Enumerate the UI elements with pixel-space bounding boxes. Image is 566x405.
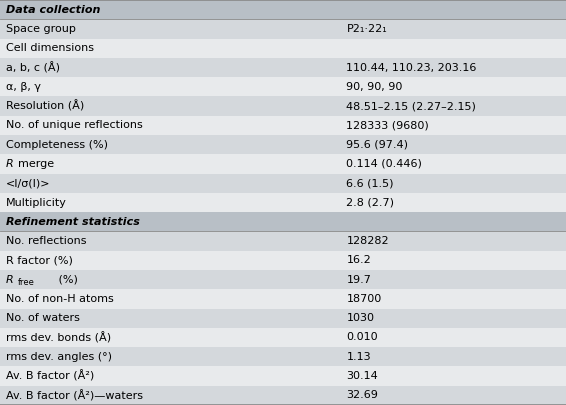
Bar bbox=[0, 212, 566, 231]
Text: 128282: 128282 bbox=[346, 236, 389, 246]
Bar bbox=[0, 116, 566, 135]
Text: rms dev. angles (°): rms dev. angles (°) bbox=[6, 352, 112, 362]
Text: α, β, γ: α, β, γ bbox=[6, 82, 41, 92]
Text: 1.13: 1.13 bbox=[346, 352, 371, 362]
Bar bbox=[0, 309, 566, 328]
Text: 19.7: 19.7 bbox=[346, 275, 371, 285]
Text: Completeness (%): Completeness (%) bbox=[6, 140, 108, 149]
Text: 2.8 (2.7): 2.8 (2.7) bbox=[346, 198, 395, 207]
Bar bbox=[0, 96, 566, 116]
Bar bbox=[0, 289, 566, 309]
Bar bbox=[0, 251, 566, 270]
Text: Multiplicity: Multiplicity bbox=[6, 198, 67, 207]
Text: 0.114 (0.446): 0.114 (0.446) bbox=[346, 159, 422, 169]
Text: <I/σ(I)>: <I/σ(I)> bbox=[6, 178, 50, 188]
Bar bbox=[0, 0, 566, 19]
Bar bbox=[0, 347, 566, 367]
Text: 16.2: 16.2 bbox=[346, 256, 371, 265]
Text: Refinement statistics: Refinement statistics bbox=[6, 217, 140, 227]
Text: P2₁·22₁: P2₁·22₁ bbox=[346, 24, 387, 34]
Bar bbox=[0, 328, 566, 347]
Text: No. of non-H atoms: No. of non-H atoms bbox=[6, 294, 113, 304]
Bar bbox=[0, 135, 566, 154]
Text: a, b, c (Å): a, b, c (Å) bbox=[6, 62, 59, 73]
Text: 48.51–2.15 (2.27–2.15): 48.51–2.15 (2.27–2.15) bbox=[346, 101, 476, 111]
Text: Av. B factor (Å²)—waters: Av. B factor (Å²)—waters bbox=[6, 390, 143, 401]
Bar bbox=[0, 270, 566, 289]
Text: Resolution (Å): Resolution (Å) bbox=[6, 100, 84, 112]
Bar bbox=[0, 193, 566, 212]
Text: 30.14: 30.14 bbox=[346, 371, 378, 381]
Text: No. reflections: No. reflections bbox=[6, 236, 86, 246]
Bar bbox=[0, 231, 566, 251]
Text: 32.69: 32.69 bbox=[346, 390, 378, 401]
Bar bbox=[0, 38, 566, 58]
Text: 128333 (9680): 128333 (9680) bbox=[346, 120, 429, 130]
Bar bbox=[0, 77, 566, 96]
Text: Av. B factor (Å²): Av. B factor (Å²) bbox=[6, 370, 94, 382]
Text: R: R bbox=[6, 159, 14, 169]
Text: R factor (%): R factor (%) bbox=[6, 256, 72, 265]
Text: 6.6 (1.5): 6.6 (1.5) bbox=[346, 178, 394, 188]
Bar bbox=[0, 386, 566, 405]
Text: 95.6 (97.4): 95.6 (97.4) bbox=[346, 140, 409, 149]
Bar bbox=[0, 58, 566, 77]
Bar bbox=[0, 154, 566, 174]
Text: 1030: 1030 bbox=[346, 313, 374, 323]
Bar bbox=[0, 367, 566, 386]
Text: merge: merge bbox=[18, 159, 54, 169]
Text: 18700: 18700 bbox=[346, 294, 381, 304]
Bar bbox=[0, 19, 566, 38]
Text: rms dev. bonds (Å): rms dev. bonds (Å) bbox=[6, 332, 111, 343]
Text: 110.44, 110.23, 203.16: 110.44, 110.23, 203.16 bbox=[346, 62, 477, 72]
Text: 90, 90, 90: 90, 90, 90 bbox=[346, 82, 403, 92]
Bar bbox=[0, 174, 566, 193]
Text: Space group: Space group bbox=[6, 24, 75, 34]
Text: free: free bbox=[18, 278, 35, 287]
Text: 0.010: 0.010 bbox=[346, 333, 378, 343]
Text: Cell dimensions: Cell dimensions bbox=[6, 43, 93, 53]
Text: R: R bbox=[6, 275, 14, 285]
Text: Data collection: Data collection bbox=[6, 4, 100, 15]
Text: (%): (%) bbox=[55, 275, 78, 285]
Text: No. of unique reflections: No. of unique reflections bbox=[6, 120, 143, 130]
Text: No. of waters: No. of waters bbox=[6, 313, 80, 323]
